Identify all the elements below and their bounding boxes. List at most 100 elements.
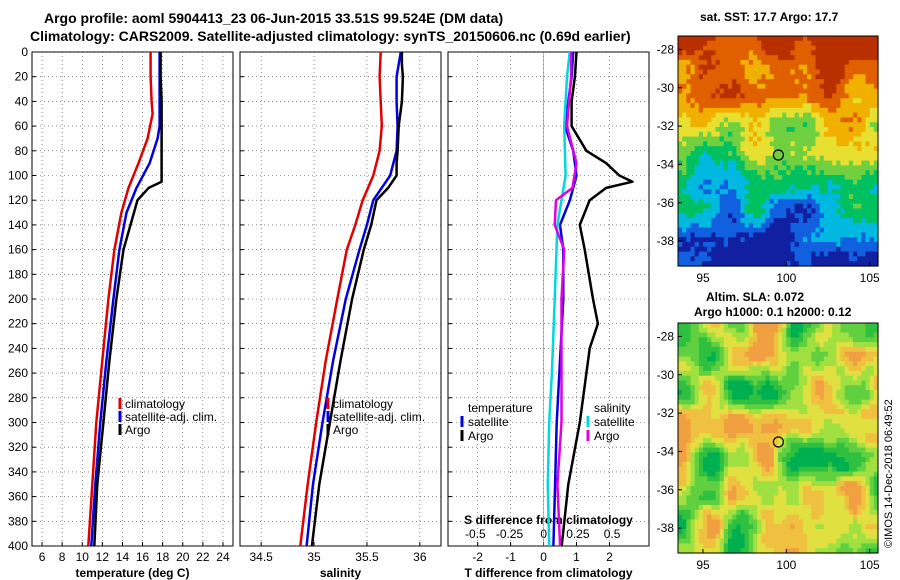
- sst-map-cell: [761, 155, 767, 162]
- sla-map-cell: [740, 433, 746, 439]
- sst-map-cell: [736, 194, 742, 200]
- sla-map-cell: [786, 366, 792, 372]
- sst-map-cell: [861, 117, 867, 123]
- sla-map-cell: [690, 323, 696, 329]
- sla-map-cell: [869, 323, 875, 329]
- sla-map-cell: [857, 418, 862, 425]
- sst-map-cell: [707, 194, 712, 200]
- sst-map-cell: [765, 179, 771, 186]
- sst-map-cell: [707, 103, 712, 109]
- sla-map-cell: [857, 533, 862, 540]
- sla-map-cell: [840, 481, 846, 487]
- sla-map-cell: [740, 500, 746, 506]
- sla-map-cell: [844, 533, 850, 540]
- sst-map-cell: [682, 151, 687, 157]
- sla-map-cell: [790, 423, 796, 430]
- difference-legend-t-label: satellite: [468, 415, 509, 429]
- sst-map-cell: [853, 256, 858, 262]
- sst-map-cell: [740, 184, 746, 190]
- sst-map-cell: [811, 79, 817, 85]
- sla-map-cell: [678, 548, 683, 554]
- sla-map-cell: [853, 366, 858, 372]
- sst-map-cell: [711, 146, 717, 152]
- sst-map-cell: [744, 79, 750, 85]
- sst-map-cell: [786, 131, 792, 138]
- sla-map-cell: [678, 438, 683, 444]
- sst-map-cell: [811, 170, 817, 176]
- sla-map-cell: [823, 514, 829, 521]
- sst-map-cell: [728, 69, 733, 75]
- sst-map-cell: [782, 69, 787, 75]
- sla-map-cell: [844, 476, 850, 482]
- sst-map-cell: [853, 141, 858, 147]
- sst-map-cell: [853, 232, 858, 238]
- sst-map-cell: [823, 261, 829, 267]
- sla-map-cell: [815, 524, 821, 530]
- sla-map-cell: [844, 385, 850, 391]
- sla-map-cell: [873, 433, 879, 439]
- sst-map-cell: [748, 127, 754, 133]
- sst-map-cell: [740, 170, 746, 176]
- sla-map-cell: [715, 409, 721, 415]
- sst-map-cell: [707, 146, 712, 152]
- sla-map-cell: [803, 356, 808, 362]
- sla-map-cell: [748, 385, 754, 391]
- sst-map-cell: [853, 242, 858, 248]
- sst-map-cell: [698, 122, 704, 128]
- sla-map-cell: [748, 346, 754, 353]
- sst-map-cell: [865, 45, 871, 51]
- sst-map-cell: [711, 127, 717, 133]
- sst-map-cell: [707, 251, 712, 258]
- sst-map-cell: [873, 45, 879, 51]
- sla-map-cell: [748, 380, 754, 386]
- sla-map-cell: [869, 461, 875, 468]
- sla-map-cell: [703, 418, 708, 425]
- sst-map-cell: [798, 218, 804, 224]
- sla-map-cell: [832, 428, 837, 434]
- sst-map-cell: [694, 45, 700, 51]
- sst-map-cell: [819, 174, 825, 181]
- sla-map-cell: [786, 356, 792, 362]
- sst-map-cell: [698, 69, 704, 75]
- sla-map-cell: [790, 428, 796, 434]
- sst-map-cell: [736, 155, 742, 162]
- sst-map-cell: [803, 170, 808, 176]
- sst-map-cell: [819, 79, 825, 85]
- sla-map-cell: [807, 351, 812, 358]
- sst-map-cell: [740, 107, 746, 114]
- sst-map-cell: [828, 232, 833, 238]
- sla-map-cell: [703, 548, 708, 554]
- sla-map-cell: [698, 457, 704, 463]
- sst-map-cell: [719, 218, 725, 224]
- sla-map-cell: [707, 461, 712, 468]
- sla-map-cell: [732, 337, 737, 343]
- sst-map-cell: [873, 194, 879, 200]
- sla-map-cell: [736, 394, 742, 401]
- sst-map-cell: [782, 155, 787, 162]
- sst-map-cell: [836, 98, 842, 104]
- sla-map-cell: [761, 490, 767, 497]
- sst-map-cell: [836, 55, 842, 61]
- sst-map-cell: [778, 136, 783, 143]
- sst-map-cell: [715, 184, 721, 190]
- sla-map-cell: [823, 481, 829, 487]
- sla-map-cell: [861, 409, 867, 415]
- sst-map-cell: [757, 55, 762, 61]
- sla-map-cell: [803, 524, 808, 530]
- sst-map-cell: [861, 198, 867, 205]
- sst-map-cell: [873, 136, 879, 143]
- sst-map-cell: [828, 112, 833, 119]
- sla-map-cell: [853, 500, 858, 506]
- sst-map-cell: [703, 237, 708, 243]
- sst-map-cell: [815, 256, 821, 262]
- sla-map-cell: [794, 505, 800, 511]
- sla-map-cell: [707, 529, 712, 535]
- sst-map-cell: [807, 69, 812, 75]
- sla-map-cell: [753, 404, 758, 410]
- sst-map-cell: [873, 256, 879, 262]
- sla-map-cell: [853, 433, 858, 439]
- sla-map-cell: [798, 414, 804, 420]
- sla-map-cell: [778, 423, 783, 430]
- sst-map-cell: [748, 208, 754, 214]
- sla-map-cell: [811, 418, 817, 425]
